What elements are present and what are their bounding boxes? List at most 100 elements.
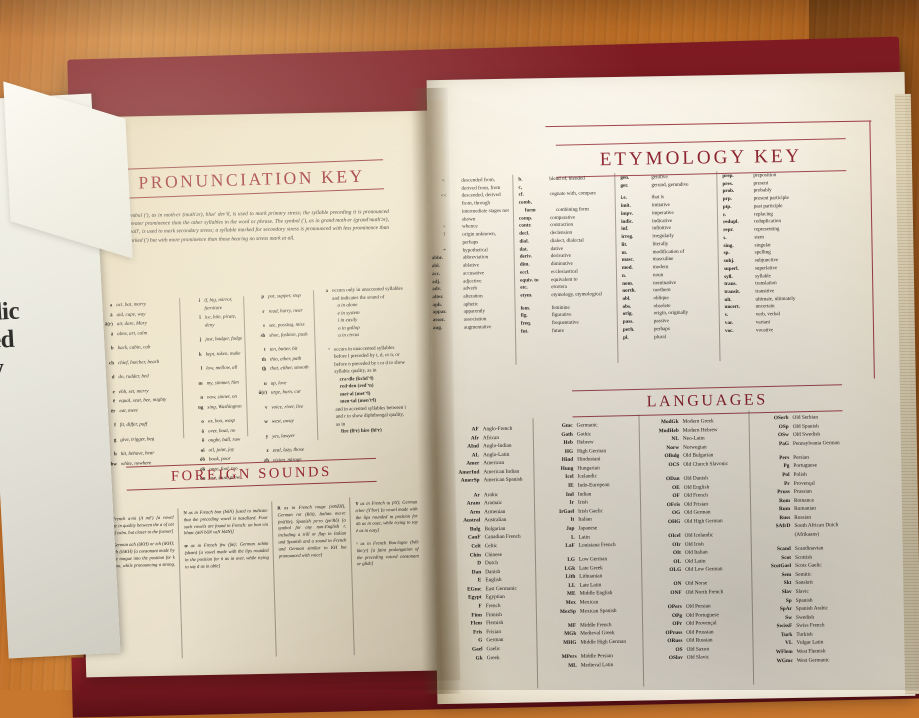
example-words: now, sinner, on [207, 394, 238, 401]
etymology-abbreviation: << [440, 193, 447, 200]
desk-edge-top [0, 0, 919, 40]
languages-column-1: AF Anglo-French Afr African AInd Anglo-Indian… [447, 424, 535, 663]
language-entry: MexSp Mexican Spanish [544, 606, 640, 616]
example-words: low, mellow, all [206, 365, 238, 372]
language-entry: ONF Old North French [650, 588, 750, 598]
phonetic-symbol: l [200, 366, 203, 372]
example-words: give, trigger, beg [120, 436, 155, 443]
example-words: do, rudder, bed [118, 374, 149, 381]
phonetic-symbol: t [263, 347, 266, 353]
language-name: Old High German [684, 517, 723, 525]
pronunciation-entry: y yes, lawyer [253, 432, 315, 441]
etymology-meaning: descended from, derived from, from [461, 177, 501, 192]
language-entry: WGmc West Germanic [761, 655, 865, 665]
example-words: ought, ball, raw [208, 437, 241, 444]
language-entry: Gk Greek [451, 653, 535, 663]
pronunciation-entry: s see, passing, miss [250, 321, 312, 330]
pronunciation-entry: ō over, boat, no [189, 427, 247, 436]
etymology-entry: pl. plural [623, 333, 715, 342]
phonetic-symbol: v [264, 405, 268, 411]
languages-column-3: ModGk Modern Greek ModHeb Modern Hebrew NL Ne… [647, 417, 751, 664]
etymology-meaning: gerund, gerundive [651, 181, 689, 189]
pronunciation-key-heading: PRONUNCIATION KEY [119, 159, 384, 199]
foreign-sound-entry: R as in French rouge (ro͞oZH), German ro… [277, 503, 347, 559]
pronunciation-entry: m my, simmer, him [188, 379, 246, 388]
pronunciation-entry: n now, sinner, on [188, 393, 246, 402]
pronunciation-column-4: ə occurs only in unaccented syllables and… [319, 286, 410, 443]
language-entry: PaG Pennsylvania German [757, 438, 861, 448]
pronunciation-entry: i if, big, mirror, furniture [185, 296, 243, 313]
etymology-meaning: etymology, etymological [551, 291, 603, 299]
pronunciation-note: The symbol (ʹ), as in moth·er (muthʹər),… [116, 208, 390, 244]
etymology-entry: << descended, derived from, through inter… [431, 192, 512, 224]
pronunciation-schwa-entry: ᵊ occurs in unaccented syllables before l… [321, 344, 410, 437]
language-name: Old Slavic [686, 654, 710, 662]
right-page-content: ETYMOLOGY KEY < descended from, derived f… [427, 72, 916, 704]
language-abbreviation: AmerSp [460, 477, 480, 485]
pronunciation-entry: ē equal, seat, bee, mighty [100, 396, 180, 406]
etymology-entry: ? origin unknown, perhaps [431, 231, 511, 248]
pronunciation-entry: ēr ear, mere [100, 406, 180, 416]
etymology-column-3: gen. genitive ger. gerund, gerundive i.e. tha… [620, 173, 715, 342]
language-abbreviation: LaF [565, 542, 575, 549]
flap-blurb: ged Dictionary everything you mplete in … [0, 395, 69, 441]
language-name: Greek [486, 654, 500, 661]
language-abbreviation: OCS [668, 461, 680, 468]
language-abbreviation: OSlav [668, 655, 683, 662]
phonetic-symbol: sh [260, 333, 266, 339]
example-words: act, bat, marry [116, 302, 147, 309]
example-words: pot, supper, stop [268, 293, 301, 300]
phonetic-symbol: p [261, 294, 265, 300]
pronunciation-entry: oi oil, joint, joy [190, 446, 248, 455]
open-dictionary-book: PRONUNCIATION KEY The symbol (ʹ), as in … [12, 36, 919, 718]
foreign-sound-entry: ʸ as in French Bou·logne (bo͞o lônʹyʸ) [… [356, 539, 419, 568]
example-words: thin, ether, path [269, 356, 302, 363]
flap-feature-list: erence centere Englishuarter ofof mapsor… [0, 447, 73, 659]
pronunciation-entry: ä alms, art, calm [98, 329, 178, 339]
foreign-sound-entry: Y as in French tu (tY); German ü·ber (Yʹ… [355, 499, 418, 535]
language-abbreviation: ML [568, 662, 577, 669]
example-words: just, badger, fudge [205, 336, 243, 343]
phonetic-symbol: o [201, 419, 204, 425]
flap-title: dic ed y [0, 297, 20, 383]
etymology-entry: aug. augmentative [433, 324, 513, 333]
foreign-sounds-column-3: R as in French rouge (ro͞oZH), German ro… [277, 503, 347, 565]
language-abbreviation: ONF [670, 589, 682, 596]
phonetic-symbol: k [198, 352, 202, 358]
etymology-column-2: b. blend of, blended c, cf. cognate with, co… [518, 175, 613, 336]
schwa-description: occurs only in unaccented syllables and … [332, 286, 407, 341]
language-abbreviation: MexSp [559, 608, 576, 615]
pronunciation-entry: û(r) urge, burn, cur [252, 388, 314, 397]
example-words: ice, bite, pirate, deny [204, 314, 237, 329]
language-name: Louisiana French [578, 542, 616, 549]
language-name: West Germanic [796, 656, 830, 664]
example-words: oil, joint, joy [208, 447, 235, 453]
etymology-abbreviation: ger. [620, 182, 629, 189]
etymology-meaning: origin unknown, perhaps [462, 231, 497, 246]
etymology-meaning: descended, derived from, through interme… [461, 192, 509, 223]
phonetic-symbol: ng [198, 405, 204, 411]
phonetic-symbol: j [199, 337, 202, 343]
foreign-sound-description: as in French tu (tY); German ü·ber (Yʹbə… [355, 499, 418, 534]
phonetic-symbol: u [263, 381, 267, 387]
example-words: zeal, lazy, those [272, 447, 305, 454]
foreign-sound-description: as in French feu (fœ); German schön (shœ… [184, 540, 269, 569]
phonetic-symbol: û(r) [258, 390, 268, 396]
etymology-meaning: vocative [755, 326, 774, 334]
etymology-meaning: augmentative [463, 324, 492, 331]
example-words: air, dare, Mary [116, 321, 148, 328]
example-words: alms, art, calm [117, 330, 148, 337]
etymology-entry: < descended from, derived from, from [430, 177, 510, 194]
languages-column-4: OSerb Old Serbian OSp Old Spanish OSw Old Swe… [756, 413, 864, 666]
pronunciation-entry: t ten, butter, bit [251, 345, 313, 354]
foreign-sounds-column-4: Y as in French tu (tY); German ü·ber (Yʹ… [355, 499, 419, 574]
phonetic-symbol: oi [200, 448, 205, 454]
example-words: west, away [271, 418, 294, 425]
phonetic-symbol: z [266, 448, 269, 454]
pronunciation-entry: ī ice, bite, pirate, deny [186, 313, 244, 330]
phonetic-symbol: ō [201, 429, 205, 435]
pronunciation-entry: r read, hurry, near [249, 307, 311, 316]
phonetic-symbol: r [262, 309, 265, 315]
phonetic-symbol: ô [201, 438, 205, 444]
language-entry: OLG Old Low German [649, 565, 749, 575]
